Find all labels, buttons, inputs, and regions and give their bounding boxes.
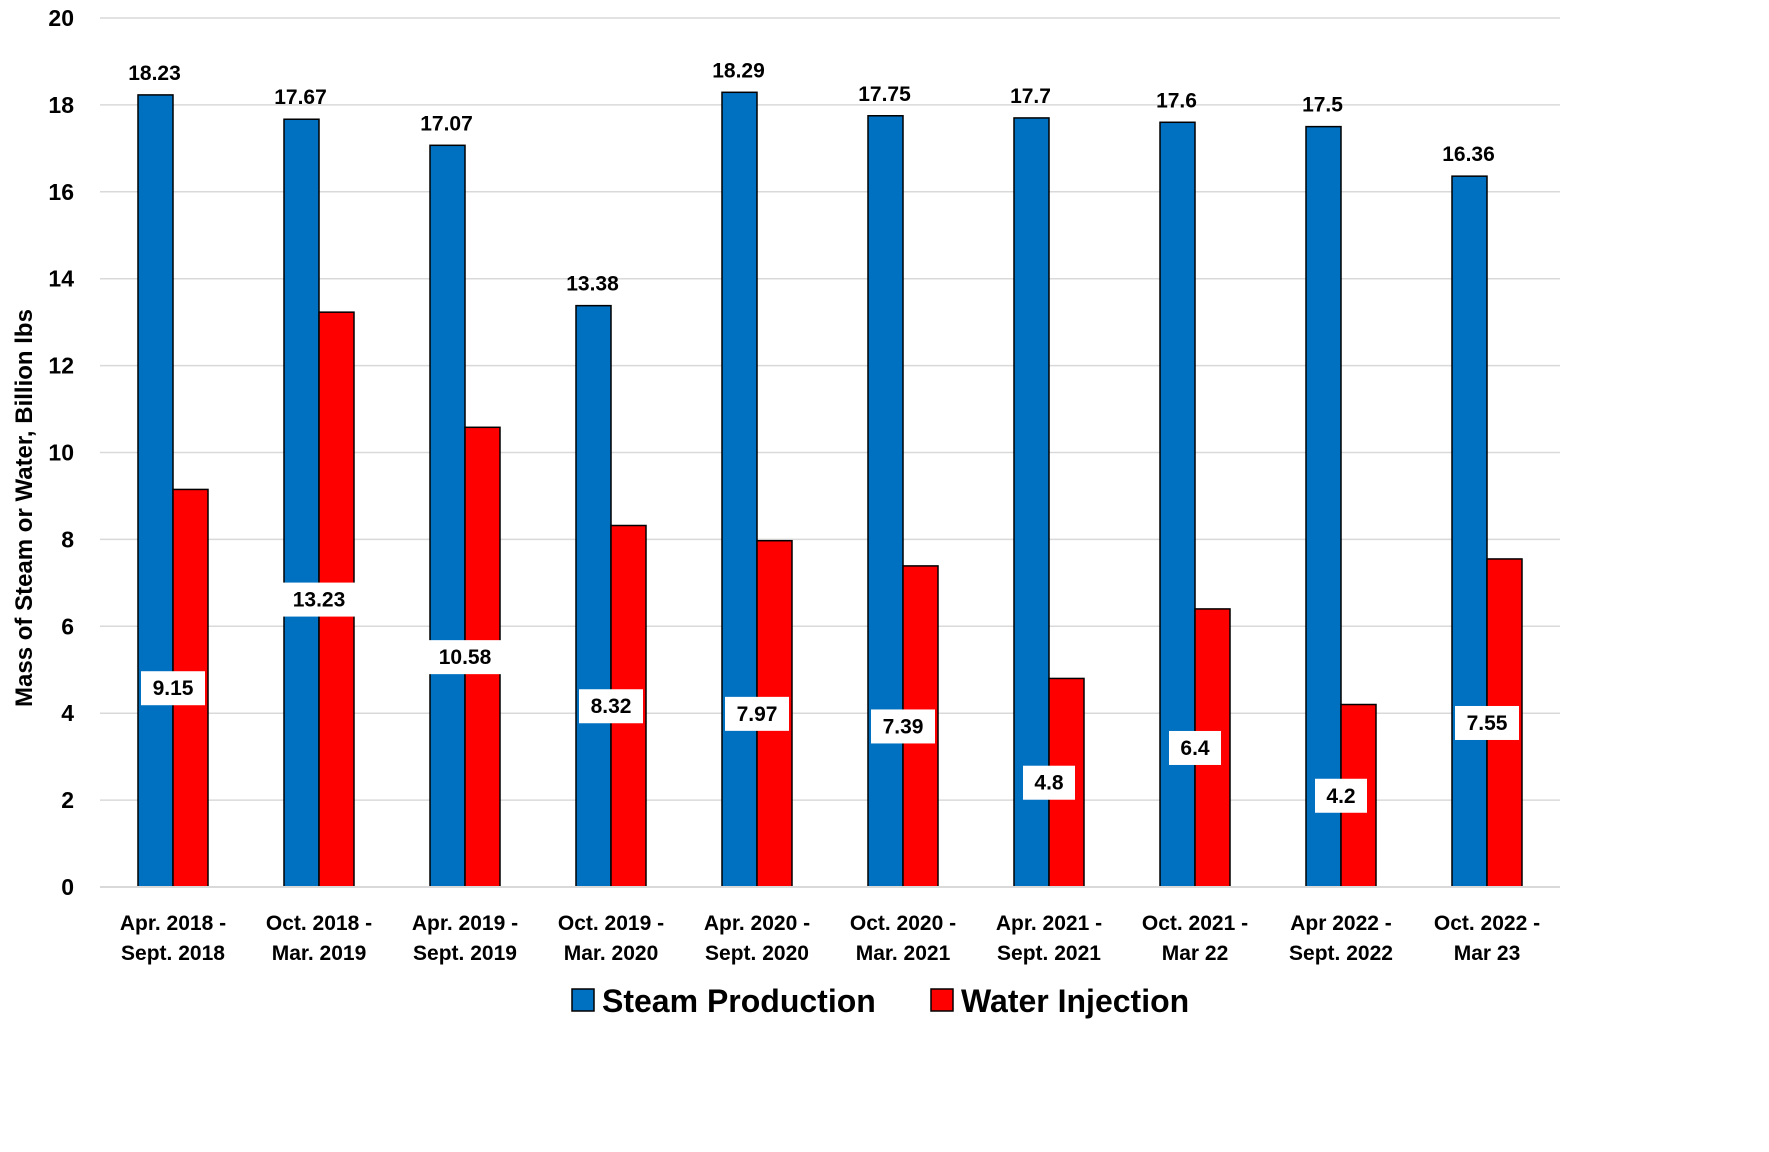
bar-steam-production — [1013, 117, 1050, 888]
legend-swatch — [930, 988, 954, 1012]
y-tick-label: 10 — [48, 440, 74, 466]
data-label-box — [1023, 765, 1075, 800]
data-label-box — [1169, 730, 1221, 765]
y-tick-label: 14 — [48, 266, 74, 292]
data-label-steam-production: 17.75 — [858, 83, 911, 106]
x-tick-label: Mar 22 — [1162, 942, 1229, 965]
data-label-box — [427, 640, 503, 675]
x-tick-label: Sept. 2019 — [413, 942, 517, 965]
x-tick-label: Sept. 2022 — [1289, 942, 1393, 965]
legend: Steam Production Water Injection — [571, 983, 1189, 1019]
y-tick-label: 2 — [61, 787, 74, 813]
y-tick-label: 6 — [61, 613, 74, 639]
x-tick-label: Sept. 2021 — [997, 942, 1101, 965]
y-tick-label: 20 — [48, 5, 74, 31]
data-label-steam-production: 17.67 — [274, 86, 327, 109]
data-label-box — [1455, 705, 1519, 740]
data-label-water-injection: 7.97 — [737, 703, 778, 726]
x-tick-label: Oct. 2020 - — [850, 912, 956, 935]
data-label-water-injection: 7.39 — [883, 715, 924, 738]
x-tick-label: Mar 23 — [1454, 942, 1521, 965]
y-tick-label: 0 — [61, 874, 74, 900]
data-label-water-injection: 8.32 — [591, 695, 632, 718]
x-tick-label: Sept. 2020 — [705, 942, 809, 965]
bar-steam-production — [1159, 121, 1196, 888]
bar-steam-production — [1451, 175, 1488, 888]
x-tick-label: Mar. 2020 — [564, 942, 659, 965]
data-label-steam-production: 18.29 — [712, 59, 765, 82]
x-tick-label: Apr. 2019 - — [412, 912, 518, 935]
data-label-steam-production: 16.36 — [1442, 143, 1495, 166]
data-label-steam-production: 17.5 — [1302, 94, 1343, 117]
bar-steam-production — [429, 144, 466, 888]
data-label-box — [725, 696, 789, 731]
data-label-steam-production: 17.7 — [1010, 85, 1051, 108]
x-tick-label: Apr 2022 - — [1290, 912, 1392, 935]
data-labels: 18.23 9.15 17.67 13.23 17.07 10.58 13.38 8.32 18… — [128, 59, 1519, 813]
bar-steam-production — [721, 91, 758, 888]
data-label-water-injection: 9.15 — [153, 677, 194, 700]
legend-label: Water Injection — [961, 983, 1189, 1019]
data-label-water-injection: 4.8 — [1034, 772, 1064, 795]
y-tick-label: 4 — [61, 700, 74, 726]
data-label-box — [1315, 778, 1367, 813]
data-label-water-injection: 13.23 — [293, 589, 346, 612]
bar-steam-production — [1305, 125, 1342, 888]
data-label-water-injection: 6.4 — [1180, 737, 1210, 760]
x-tick-label: Sept. 2018 — [121, 942, 225, 965]
y-axis-title: Mass of Steam or Water, Billion lbs — [11, 309, 38, 707]
bar-steam-production — [575, 304, 612, 888]
x-tick-label: Oct. 2022 - — [1434, 912, 1540, 935]
bars — [137, 91, 1523, 888]
x-tick-label: Oct. 2019 - — [558, 912, 664, 935]
data-label-box — [281, 582, 357, 617]
x-tick-label: Mar. 2019 — [272, 942, 367, 965]
x-tick-label: Oct. 2018 - — [266, 912, 372, 935]
data-label-steam-production: 17.07 — [420, 112, 473, 135]
x-tick-label: Mar. 2021 — [856, 942, 951, 965]
data-label-water-injection: 7.55 — [1467, 712, 1508, 735]
x-tick-label: Apr. 2021 - — [996, 912, 1102, 935]
x-tick-label: Apr. 2018 - — [120, 912, 226, 935]
legend-label: Steam Production — [602, 983, 876, 1019]
bar-steam-production — [137, 94, 174, 888]
data-label-water-injection: 10.58 — [439, 646, 492, 669]
legend-swatch — [571, 988, 595, 1012]
x-tick-label: Apr. 2020 - — [704, 912, 810, 935]
data-label-steam-production: 13.38 — [566, 273, 619, 296]
data-label-box — [871, 709, 935, 744]
bar-steam-production — [867, 115, 904, 888]
y-tick-label: 18 — [48, 92, 74, 118]
y-tick-label: 8 — [61, 526, 74, 552]
data-label-steam-production: 17.6 — [1156, 89, 1197, 112]
data-label-water-injection: 4.2 — [1326, 785, 1355, 808]
data-label-box — [141, 671, 205, 706]
y-axis-ticks: 0 2 4 6 8 10 12 14 16 18 20 — [48, 5, 74, 900]
y-tick-label: 12 — [48, 353, 74, 379]
data-label-steam-production: 18.23 — [128, 62, 181, 85]
y-tick-label: 16 — [48, 179, 74, 205]
data-label-box — [579, 689, 643, 724]
category-labels: Apr. 2018 - Sept. 2018 Oct. 2018 - Mar. 201… — [120, 912, 1540, 965]
bar-steam-production — [283, 118, 320, 888]
x-tick-label: Oct. 2021 - — [1142, 912, 1248, 935]
